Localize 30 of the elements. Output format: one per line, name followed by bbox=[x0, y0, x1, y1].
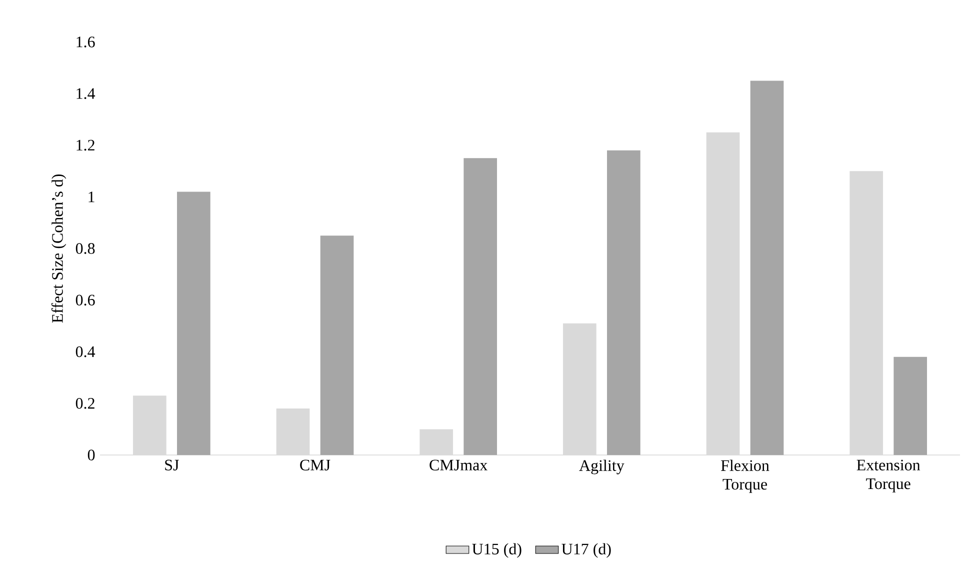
bar bbox=[850, 171, 884, 456]
bar bbox=[133, 396, 166, 456]
x-tick-label: Flexion Torque bbox=[721, 460, 770, 493]
bar bbox=[750, 80, 784, 456]
bar bbox=[320, 236, 354, 456]
y-tick-label: 0.8 bbox=[76, 243, 95, 254]
x-tick-label: CMJmax bbox=[430, 460, 488, 470]
bar bbox=[464, 158, 497, 456]
x-tick-label: SJ bbox=[165, 460, 179, 470]
legend-label: U17 (d) bbox=[562, 543, 611, 558]
bar bbox=[563, 323, 596, 456]
y-tick-label: 1 bbox=[88, 192, 94, 202]
x-tick-label: Agility bbox=[579, 460, 624, 474]
bar bbox=[706, 132, 740, 456]
bar bbox=[420, 429, 454, 456]
bar bbox=[894, 356, 928, 456]
legend-label: U15 (d) bbox=[472, 543, 522, 558]
bar bbox=[607, 150, 640, 456]
y-tick-label: 0.4 bbox=[76, 346, 96, 358]
y-axis-title: Effect Size (Cohen’s d) bbox=[51, 174, 66, 323]
y-tick-label: 0.6 bbox=[76, 294, 95, 306]
x-tick-label: CMJ bbox=[300, 460, 330, 470]
bar bbox=[177, 192, 210, 456]
y-tick-label: 1.6 bbox=[76, 36, 95, 48]
x-tick-label: Extension Torque bbox=[856, 460, 920, 492]
y-tick-label: 1.2 bbox=[76, 140, 94, 151]
bar bbox=[276, 408, 310, 456]
y-tick-label: 0 bbox=[88, 450, 95, 460]
y-tick-label: 0.2 bbox=[76, 398, 94, 409]
y-tick-label: 1.4 bbox=[76, 88, 96, 100]
